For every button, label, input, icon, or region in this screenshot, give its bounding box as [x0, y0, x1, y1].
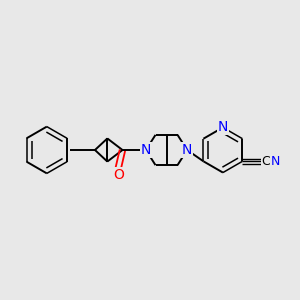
- Text: N: N: [182, 143, 192, 157]
- Text: N: N: [271, 155, 280, 168]
- Text: C: C: [262, 155, 270, 168]
- Text: O: O: [113, 168, 124, 182]
- Text: N: N: [218, 120, 228, 134]
- Text: N: N: [141, 143, 151, 157]
